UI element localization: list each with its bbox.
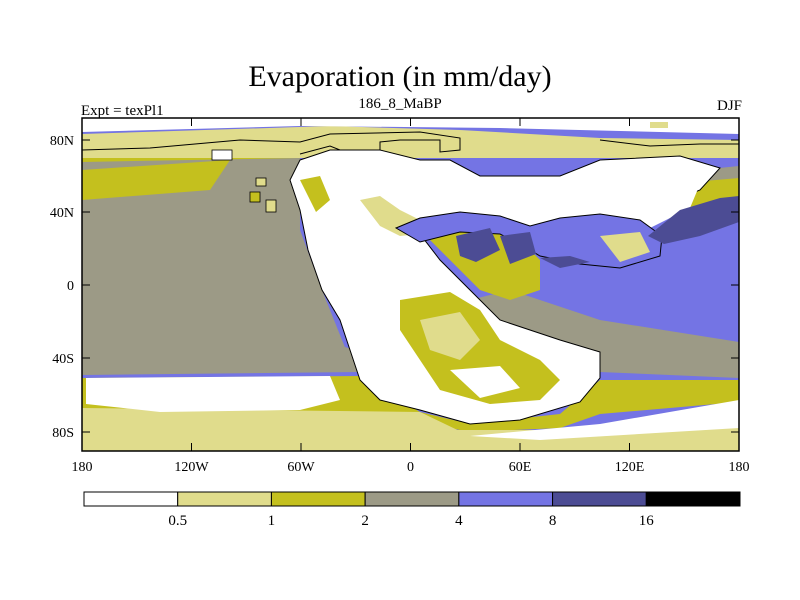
colorbar-swatch xyxy=(83,491,179,507)
colorbar-label: 1 xyxy=(268,513,276,529)
south-indian-white xyxy=(470,400,739,440)
pacific-equatorial-band xyxy=(82,250,316,312)
colorbar-swatch xyxy=(270,491,366,507)
colorbar-swatch xyxy=(364,491,460,507)
panthalassa-dark-patch xyxy=(648,196,739,244)
lat-tick-label: 40N xyxy=(50,206,74,221)
lon-tick-label: 180 xyxy=(72,460,93,475)
lon-tick-label: 60W xyxy=(287,460,315,475)
north-pacific-olive xyxy=(82,160,230,200)
colorbar-label: 2 xyxy=(361,513,369,529)
lon-tick-label: 0 xyxy=(407,460,414,475)
tethys-dark-patch-west xyxy=(456,228,500,262)
tethys-dark-patch-center xyxy=(500,232,536,264)
arctic-light-band xyxy=(82,126,739,158)
colorbar-swatch xyxy=(177,491,272,507)
lon-tick-label: 120W xyxy=(174,460,209,475)
lat-tick-label: 80N xyxy=(50,134,74,149)
tethys-dark-patch-south xyxy=(540,256,590,268)
map-title: Evaporation (in mm/day) xyxy=(248,60,552,93)
colorbar-label: 8 xyxy=(549,513,557,529)
island xyxy=(211,149,233,161)
island xyxy=(255,177,267,187)
evaporation-field xyxy=(82,118,739,451)
colorbar-label: 16 xyxy=(639,513,655,529)
island xyxy=(265,199,277,213)
land-olive-patch xyxy=(300,176,330,212)
island xyxy=(249,191,261,203)
colorbar: 0.5 1 2 4 8 16 xyxy=(83,491,741,529)
gondwana-light xyxy=(420,312,480,360)
lat-tick-label: 40S xyxy=(52,352,74,367)
gondwana-white xyxy=(450,366,520,398)
lon-ticks xyxy=(81,118,740,451)
lat-tick-label: 80S xyxy=(52,426,74,441)
colorbar-swatch xyxy=(645,491,741,507)
period-label: 186_8_MaBP xyxy=(358,96,442,112)
island xyxy=(650,122,668,128)
experiment-label: Expt = texPl1 xyxy=(81,103,164,119)
colorbar-label: 4 xyxy=(455,513,463,529)
lat-tick-label: 0 xyxy=(67,279,74,294)
arctic-coastline xyxy=(82,131,739,155)
lat-ticks xyxy=(82,139,739,433)
pacific-south-band xyxy=(82,332,360,375)
lon-tick-label: 180 xyxy=(729,460,750,475)
colorbar-swatch xyxy=(458,491,554,507)
lon-tick-label: 60E xyxy=(509,460,532,475)
south-pacific-white xyxy=(86,376,340,412)
season-label: DJF xyxy=(716,98,742,114)
colorbar-swatch xyxy=(552,491,647,507)
lon-tick-label: 120E xyxy=(615,460,645,475)
tethys-light-patch xyxy=(600,232,650,262)
colorbar-label: 0.5 xyxy=(168,513,187,529)
